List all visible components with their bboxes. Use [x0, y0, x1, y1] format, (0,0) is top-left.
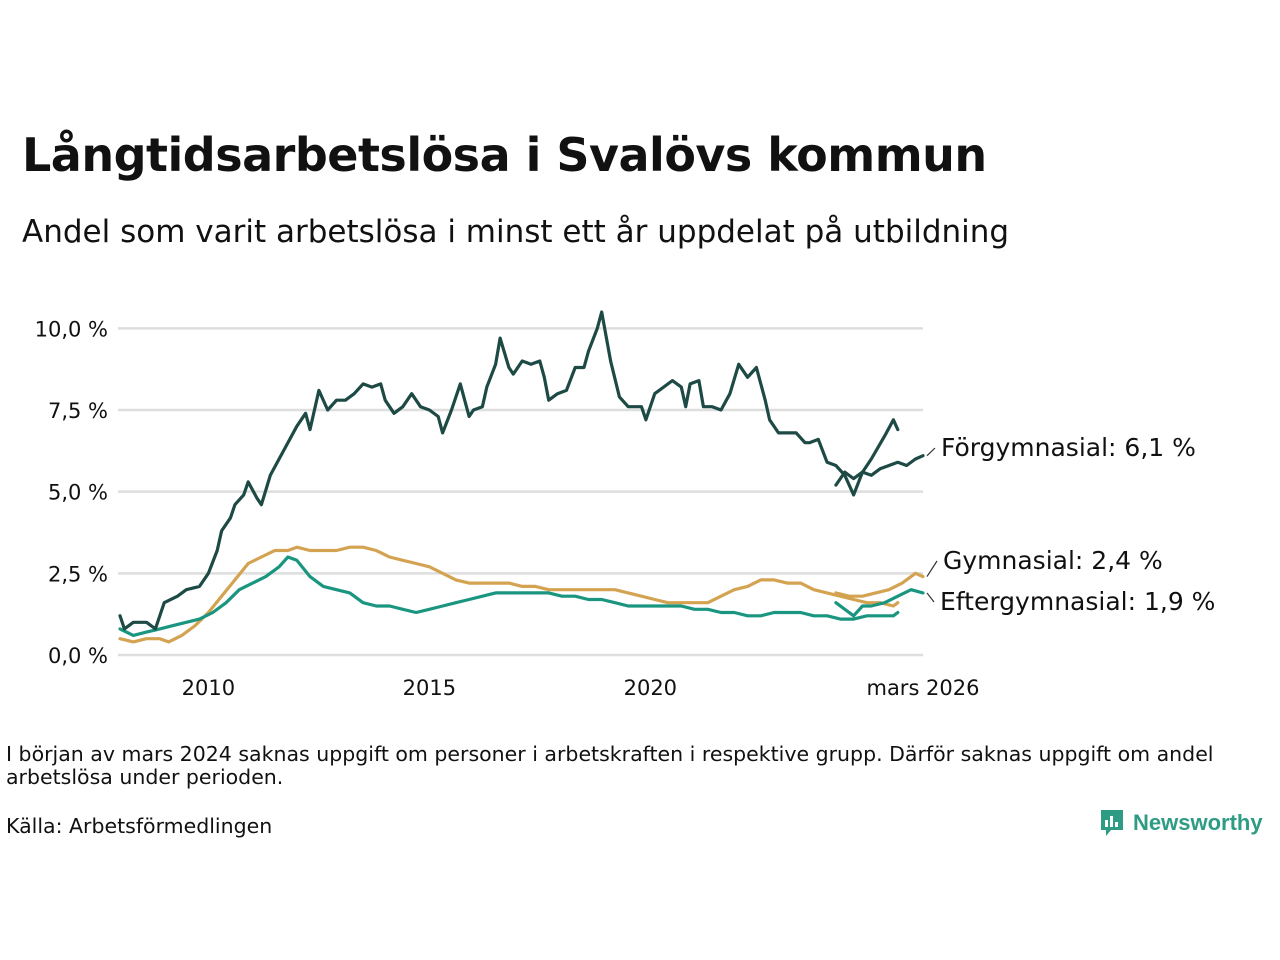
series-line-gymnasial	[834, 571, 925, 598]
y-tick-label: 7,5 %	[48, 399, 108, 423]
y-tick-label: 5,0 %	[48, 481, 108, 505]
label-leader-line	[926, 447, 936, 457]
series-line-förgymnasial	[118, 310, 900, 631]
x-tick-label: 2015	[403, 676, 456, 700]
series-line-eftergymnasial	[118, 555, 900, 637]
series-label-förgymnasial: Förgymnasial: 6,1 %	[941, 433, 1196, 462]
chart-title: Långtidsarbetslösa i Svalövs kommun	[22, 128, 987, 182]
footnote: I början av mars 2024 saknas uppgift om …	[6, 742, 1214, 789]
gridlines	[118, 327, 923, 657]
y-tick-label: 10,0 %	[35, 317, 108, 341]
series-label-gymnasial: Gymnasial: 2,4 %	[943, 546, 1163, 575]
series-line-gymnasial	[118, 545, 900, 644]
x-tick-label: 2010	[182, 676, 235, 700]
series-label-eftergymnasial: Eftergymnasial: 1,9 %	[940, 587, 1215, 616]
label-leader-line	[926, 560, 938, 577]
series-line-förgymnasial	[834, 454, 925, 487]
brand-logo: Newsworthy	[1099, 808, 1263, 838]
label-leader-line	[926, 592, 935, 603]
series-lines	[118, 310, 925, 644]
series-end-labels: Förgymnasial: 6,1 % Gymnasial: 2,4 % Efter…	[926, 433, 1215, 616]
line-chart: 0,0 % 2,5 % 5,0 % 7,5 % 10,0 % 2010 2015 2020 m…	[35, 310, 1215, 700]
y-tick-label: 2,5 %	[48, 562, 108, 586]
y-axis-ticks: 0,0 % 2,5 % 5,0 % 7,5 % 10,0 %	[35, 317, 108, 668]
chart-subtitle: Andel som varit arbetslösa i minst ett å…	[22, 214, 1010, 250]
source-text: Källa: Arbetsförmedlingen	[6, 814, 273, 838]
x-tick-label: 2020	[624, 676, 677, 700]
newsworthy-logo-icon	[1101, 810, 1123, 836]
x-axis-ticks: 2010 2015 2020 mars 2026	[182, 676, 980, 700]
y-tick-label: 0,0 %	[48, 644, 108, 668]
x-tick-label: mars 2026	[866, 676, 979, 700]
brand-name: Newsworthy	[1133, 810, 1263, 835]
series-line-eftergymnasial	[834, 588, 925, 618]
